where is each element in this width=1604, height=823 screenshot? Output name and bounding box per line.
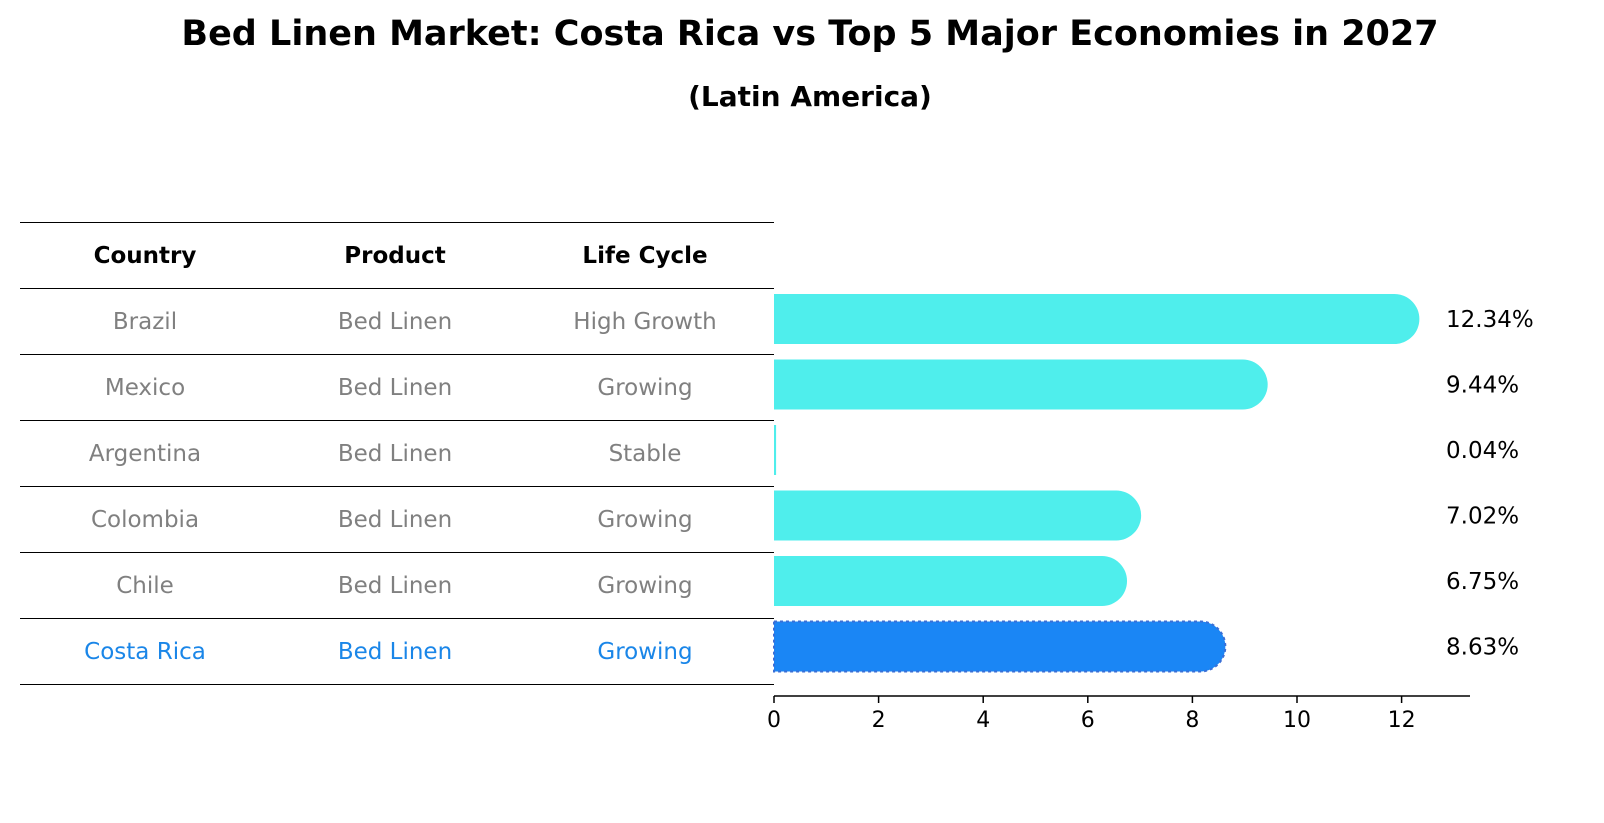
table-row: Colombia Bed Linen Growing: [20, 487, 774, 553]
bar: [774, 359, 1268, 410]
country-cell: Chile: [116, 572, 174, 599]
bar-value-label: 0.04%: [1446, 438, 1519, 464]
column-header-product: Product: [344, 242, 446, 269]
country-cell: Colombia: [90, 506, 200, 533]
x-tick-label: 0: [767, 708, 781, 733]
product-cell: Bed Linen: [337, 506, 453, 533]
x-tick-label: 2: [872, 708, 886, 733]
country-cell: Mexico: [104, 374, 186, 401]
bar-value-label: 6.75%: [1446, 569, 1519, 595]
x-tick-label: 6: [1081, 708, 1095, 733]
product-cell: Bed Linen: [337, 308, 453, 335]
table-row-highlighted: Costa Rica Bed Linen Growing: [20, 619, 774, 685]
bar-value-label: 9.44%: [1446, 373, 1519, 399]
life-cycle-cell: Growing: [597, 638, 693, 665]
x-tick-label: 12: [1388, 708, 1416, 733]
table-row: Brazil Bed Linen High Growth: [20, 289, 774, 355]
bar-value-label: 7.02%: [1446, 504, 1519, 530]
chart-title: Bed Linen Market: Costa Rica vs Top 5 Ma…: [181, 14, 1439, 54]
bar-highlighted: [773, 620, 1227, 673]
table-header-row: Country Product Life Cycle: [20, 223, 774, 289]
table-row: Chile Bed Linen Growing: [20, 553, 774, 619]
product-cell: Bed Linen: [337, 572, 453, 599]
life-cycle-cell: Growing: [597, 374, 693, 401]
table-row: Argentina Bed Linen Stable: [20, 421, 774, 487]
product-cell: Bed Linen: [337, 374, 453, 401]
x-tick-label: 8: [1185, 708, 1199, 733]
table-row: Mexico Bed Linen Growing: [20, 355, 774, 421]
chart-subtitle: (Latin America): [688, 80, 932, 113]
life-cycle-cell: High Growth: [573, 308, 717, 335]
column-header-life-cycle: Life Cycle: [582, 242, 708, 269]
bar-value-label: 12.34%: [1446, 307, 1534, 333]
bar-value-label: 8.63%: [1446, 635, 1519, 661]
x-tick-label: 4: [976, 708, 990, 733]
country-cell: Brazil: [112, 308, 178, 335]
market-table: Country Product Life Cycle Brazil Bed Li…: [20, 222, 774, 685]
bar: [774, 425, 777, 475]
life-cycle-cell: Growing: [597, 572, 693, 599]
country-cell: Argentina: [88, 440, 202, 467]
product-cell: Bed Linen: [337, 440, 453, 467]
bar: [774, 556, 1128, 606]
country-cell: Costa Rica: [84, 638, 206, 665]
life-cycle-cell: Growing: [597, 506, 693, 533]
product-cell: Bed Linen: [337, 638, 453, 665]
bar: [774, 490, 1142, 541]
life-cycle-cell: Stable: [608, 440, 682, 467]
x-tick-label: 10: [1283, 708, 1311, 733]
column-header-country: Country: [93, 242, 197, 269]
bar: [774, 294, 1420, 344]
